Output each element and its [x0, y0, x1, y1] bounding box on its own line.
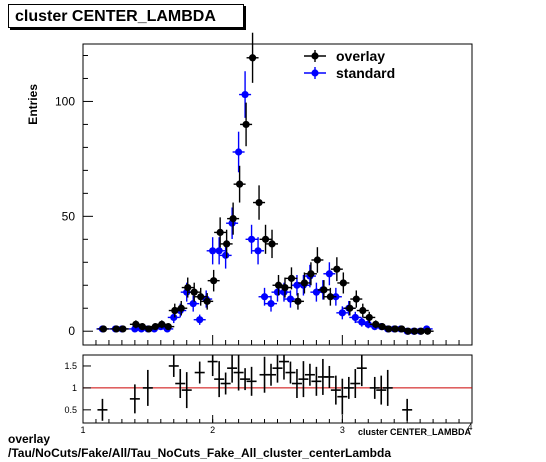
- overlay-data-point: [365, 313, 373, 322]
- overlay-data-point: [424, 327, 432, 335]
- standard-data-point: [273, 288, 282, 296]
- overlay-data-point: [184, 283, 192, 292]
- overlay-data-point: [177, 304, 185, 312]
- overlay-data-point: [268, 240, 276, 248]
- overlay-data-point: [326, 293, 334, 301]
- standard-data-point: [235, 148, 243, 156]
- overlay-data-point: [352, 295, 360, 303]
- standard-data-point: [267, 300, 275, 308]
- footer-caption-line2: /Tau/NoCuts/Fake/All/Tau_NoCuts_Fake_All…: [8, 446, 391, 460]
- ratio-x-tick-label: 1: [80, 425, 85, 435]
- overlay-data-point: [385, 325, 393, 333]
- overlay-data-point: [236, 180, 244, 188]
- overlay-data-point: [255, 198, 263, 207]
- standard-data-point: [196, 316, 204, 324]
- legend-marker: [311, 52, 319, 60]
- standard-data-point: [215, 247, 223, 255]
- overlay-data-point: [300, 279, 309, 287]
- standard-data-point: [241, 90, 249, 99]
- legend-marker: [311, 69, 319, 77]
- standard-data-point: [170, 313, 178, 322]
- overlay-data-point: [359, 306, 367, 315]
- overlay-data-point: [197, 293, 205, 301]
- overlay-data-point: [242, 120, 250, 129]
- ratio-x-tick-label: 3: [340, 425, 345, 435]
- y-tick-label: 100: [55, 94, 75, 108]
- standard-data-point: [222, 251, 230, 259]
- y-tick-label: 0: [68, 324, 75, 338]
- overlay-data-point: [223, 240, 231, 248]
- ratio-y-tick-label: 0.5: [64, 405, 77, 415]
- footer-caption-line1: overlay: [8, 432, 51, 446]
- ratio-x-tick-label: 4: [467, 422, 472, 432]
- standard-data-point: [325, 270, 333, 278]
- overlay-data-point: [417, 327, 425, 335]
- overlay-data-point: [391, 325, 399, 333]
- legend-label: overlay: [336, 48, 385, 64]
- overlay-data-point: [339, 279, 347, 287]
- overlay-data-point: [190, 288, 198, 296]
- standard-data-point: [247, 235, 256, 243]
- chart-title: cluster CENTER_LAMBDA: [8, 4, 244, 28]
- legend-label: standard: [336, 65, 395, 81]
- overlay-data-point: [112, 325, 121, 333]
- overlay-data-point: [164, 323, 172, 331]
- overlay-data-point: [294, 297, 302, 305]
- overlay-data-point: [248, 54, 257, 62]
- overlay-data-point: [404, 327, 412, 335]
- overlay-data-point: [281, 283, 289, 292]
- overlay-data-point: [320, 286, 328, 294]
- standard-data-point: [338, 309, 346, 317]
- standard-data-point: [209, 247, 217, 255]
- overlay-data-point: [346, 304, 354, 312]
- overlay-data-point: [229, 215, 237, 223]
- overlay-data-point: [216, 228, 224, 237]
- y-axis-label: Entries: [26, 84, 40, 125]
- x-axis-label: cluster CENTER_LAMBDA: [358, 427, 472, 437]
- y-tick-label: 50: [62, 209, 76, 223]
- ratio-x-tick-label: 2: [210, 425, 215, 435]
- standard-data-point: [260, 293, 269, 301]
- ratio-y-tick-label: 1.5: [64, 361, 77, 371]
- overlay-data-point: [99, 325, 108, 333]
- overlay-data-point: [307, 270, 315, 278]
- standard-data-point: [189, 300, 197, 308]
- overlay-data-point: [313, 256, 321, 264]
- standard-data-point: [351, 313, 359, 322]
- overlay-data-point: [210, 277, 218, 285]
- ratio-y-tick-label: 1: [72, 383, 77, 393]
- standard-data-point: [254, 247, 262, 255]
- overlay-data-point: [119, 325, 127, 333]
- overlay-data-point: [411, 327, 419, 335]
- overlay-data-point: [203, 297, 211, 305]
- overlay-data-point: [287, 274, 296, 282]
- overlay-data-point: [261, 235, 270, 243]
- overlay-data-point: [333, 265, 341, 273]
